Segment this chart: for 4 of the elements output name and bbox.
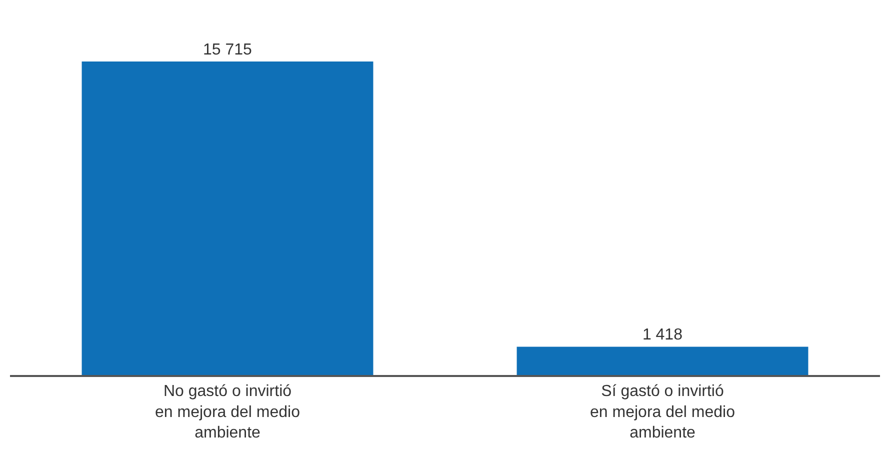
x-tick-label: Sí gastó o invirtió en mejora del medio ambiente <box>590 382 736 442</box>
data-label: 15 715 <box>202 42 252 58</box>
x-tick-label: No gastó o invirtió en mejora del medio ambiente <box>155 382 300 442</box>
data-label: 1 418 <box>642 326 683 344</box>
